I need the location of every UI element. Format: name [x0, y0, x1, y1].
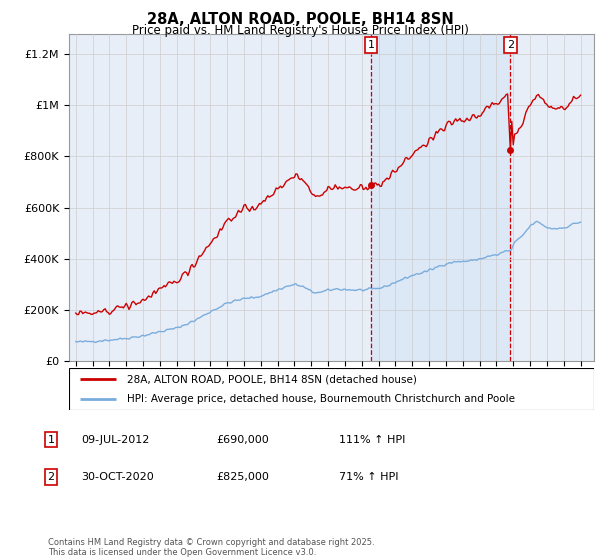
Text: 30-OCT-2020: 30-OCT-2020 — [81, 472, 154, 482]
Text: 71% ↑ HPI: 71% ↑ HPI — [339, 472, 398, 482]
Text: £690,000: £690,000 — [216, 435, 269, 445]
Text: 2: 2 — [507, 40, 514, 50]
Text: 1: 1 — [367, 40, 374, 50]
Text: 2: 2 — [47, 472, 55, 482]
Text: 09-JUL-2012: 09-JUL-2012 — [81, 435, 149, 445]
Text: £825,000: £825,000 — [216, 472, 269, 482]
Text: 28A, ALTON ROAD, POOLE, BH14 8SN: 28A, ALTON ROAD, POOLE, BH14 8SN — [146, 12, 454, 27]
Bar — [371, 34, 511, 361]
Text: HPI: Average price, detached house, Bournemouth Christchurch and Poole: HPI: Average price, detached house, Bour… — [127, 394, 515, 404]
Text: 111% ↑ HPI: 111% ↑ HPI — [339, 435, 406, 445]
Text: Contains HM Land Registry data © Crown copyright and database right 2025.
This d: Contains HM Land Registry data © Crown c… — [48, 538, 374, 557]
Text: 1: 1 — [47, 435, 55, 445]
Text: Price paid vs. HM Land Registry's House Price Index (HPI): Price paid vs. HM Land Registry's House … — [131, 24, 469, 36]
Text: 28A, ALTON ROAD, POOLE, BH14 8SN (detached house): 28A, ALTON ROAD, POOLE, BH14 8SN (detach… — [127, 374, 416, 384]
